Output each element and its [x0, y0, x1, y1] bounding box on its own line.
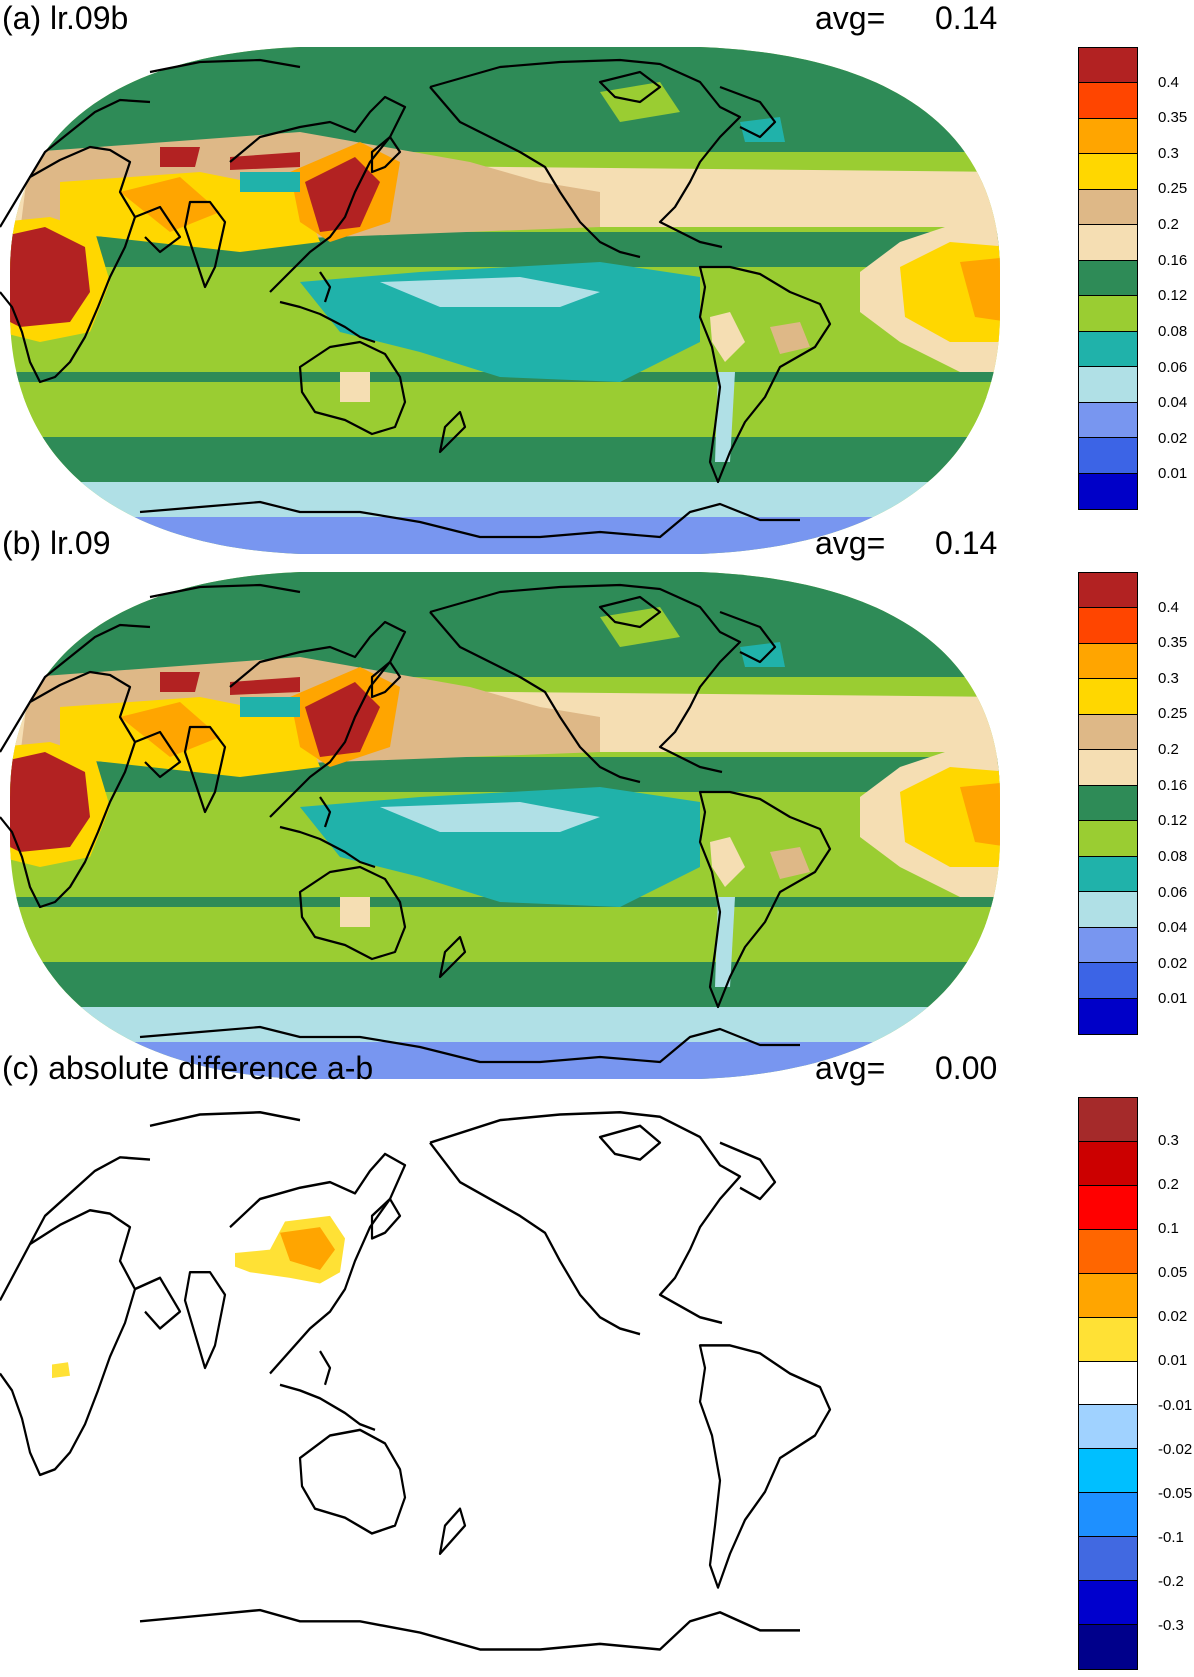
colorbar-swatch: [1079, 785, 1137, 822]
colorbar-tick-label: 0.01: [1158, 990, 1188, 1008]
colorbar-swatch: [1079, 1098, 1137, 1142]
panel-a: (a) lr.09b avg= 0.14 0.4 0.35 0.3 0.25 0.2 0.…: [0, 0, 1194, 520]
colorbar-swatch: [1079, 856, 1137, 893]
colorbar-tick-label: 0.06: [1158, 358, 1188, 376]
map-field: [0, 567, 1010, 1082]
colorbar-swatch: [1079, 296, 1137, 332]
colorbar-tick-label: 0.2: [1158, 741, 1179, 759]
colorbar-tick-label: 0.1: [1158, 1220, 1179, 1238]
colorbar-tick-label: 0.05: [1158, 1264, 1188, 1282]
colorbar-tick-label: 0.02: [1158, 429, 1188, 447]
colorbar-tick-label: 0.04: [1158, 394, 1188, 412]
colorbar-tick-label: 0.25: [1158, 180, 1188, 198]
colorbar-swatch: [1079, 821, 1137, 857]
colorbar-tick-label: 0.08: [1158, 322, 1188, 340]
colorbar-swatch: [1079, 892, 1137, 928]
colorbar-tick-label: 0.04: [1158, 919, 1188, 937]
colorbar-tick-label: 0.35: [1158, 634, 1188, 652]
map-field: [0, 42, 1010, 557]
avg-value: 0.00: [935, 1050, 998, 1086]
colorbar-swatch: [1079, 402, 1137, 439]
colorbar-swatch: [1079, 643, 1137, 680]
colorbar-swatch: [1079, 1273, 1137, 1318]
colorbar-swatch: [1079, 750, 1137, 786]
colorbar-swatch: [1079, 573, 1137, 609]
colorbar-tick-label: 0.35: [1158, 109, 1188, 127]
colorbar-tick-label: 0.3: [1158, 1132, 1179, 1150]
colorbar-swatch: [1079, 118, 1137, 155]
colorbar-swatch: [1079, 1141, 1137, 1186]
colorbar-swatch: [1079, 48, 1137, 84]
colorbar-swatch: [1079, 927, 1137, 964]
colorbar-swatch: [1079, 1361, 1137, 1406]
colorbar-swatch: [1079, 1229, 1137, 1274]
colorbar-swatch: [1079, 1317, 1137, 1362]
colorbar-tick-label: 0.16: [1158, 776, 1188, 794]
colorbar-tick-label: 0.25: [1158, 705, 1188, 723]
colorbar-tick-label: -0.02: [1158, 1440, 1193, 1458]
colorbar-swatch: [1079, 473, 1137, 509]
colorbar-swatch: [1079, 1185, 1137, 1230]
colorbar-tick-label: 0.01: [1158, 1352, 1188, 1370]
colorbar-tick-label: -0.05: [1158, 1484, 1193, 1502]
colorbar-swatch: [1079, 189, 1137, 226]
colorbar-tick-label: -0.1: [1158, 1528, 1184, 1546]
colorbar-tick-label: 0.08: [1158, 847, 1188, 865]
colorbar-swatch: [1079, 998, 1137, 1034]
panel-c: (c) absolute difference a-b avg= 0.00 0.…: [0, 1050, 1194, 1675]
avg-label: avg=: [815, 525, 886, 561]
colorbar-tick-label: 0.16: [1158, 251, 1188, 269]
colorbar-tick-label: 0.2: [1158, 1176, 1179, 1194]
panel-title: (b) lr.09: [2, 525, 111, 561]
colorbar-swatch: [1079, 260, 1137, 297]
colorbar-swatch: [1079, 1625, 1137, 1669]
panel-title: (c) absolute difference a-b: [2, 1050, 374, 1086]
panel-b: (b) lr.09 avg= 0.14 0.4 0.35 0.3 0.25 0.2 0.1…: [0, 525, 1194, 1045]
colorbar-swatch: [1079, 1537, 1137, 1582]
colorbar-tick-label: -0.3: [1158, 1616, 1184, 1634]
colorbar-swatch: [1079, 225, 1137, 261]
colorbar-tick-label: -0.01: [1158, 1396, 1193, 1414]
colorbar-tick-label: 0.02: [1158, 954, 1188, 972]
map-field: [0, 1092, 1010, 1672]
colorbar-swatch: [1079, 963, 1137, 999]
colorbar-swatch: [1079, 331, 1137, 368]
colorbar-swatch: [1079, 714, 1137, 751]
colorbar-tick-label: 0.06: [1158, 883, 1188, 901]
colorbar-swatch: [1079, 1449, 1137, 1494]
avg-value: 0.14: [935, 525, 998, 561]
colorbar: [1078, 47, 1138, 510]
avg-label: avg=: [815, 1050, 886, 1086]
colorbar-swatch: [1079, 1493, 1137, 1538]
colorbar: [1078, 1097, 1138, 1670]
colorbar-tick-label: 0.01: [1158, 465, 1188, 483]
colorbar-tick-label: 0.3: [1158, 669, 1179, 687]
panel-title: (a) lr.09b: [2, 0, 129, 36]
avg-label: avg=: [815, 0, 886, 36]
colorbar-tick-label: 0.12: [1158, 812, 1188, 830]
colorbar-swatch: [1079, 1405, 1137, 1450]
colorbar-swatch: [1079, 438, 1137, 474]
colorbar-tick-label: 0.2: [1158, 216, 1179, 234]
colorbar-tick-label: 0.4: [1158, 598, 1179, 616]
colorbar: [1078, 572, 1138, 1035]
colorbar-tick-label: 0.12: [1158, 287, 1188, 305]
colorbar-swatch: [1079, 367, 1137, 403]
colorbar-swatch: [1079, 608, 1137, 644]
colorbar-tick-label: 0.3: [1158, 144, 1179, 162]
colorbar-swatch: [1079, 83, 1137, 119]
colorbar-tick-label: 0.4: [1158, 73, 1179, 91]
colorbar-swatch: [1079, 679, 1137, 715]
colorbar-swatch: [1079, 1581, 1137, 1626]
colorbar-tick-label: -0.2: [1158, 1572, 1184, 1590]
colorbar-tick-label: 0.02: [1158, 1308, 1188, 1326]
colorbar-swatch: [1079, 154, 1137, 190]
avg-value: 0.14: [935, 0, 998, 36]
